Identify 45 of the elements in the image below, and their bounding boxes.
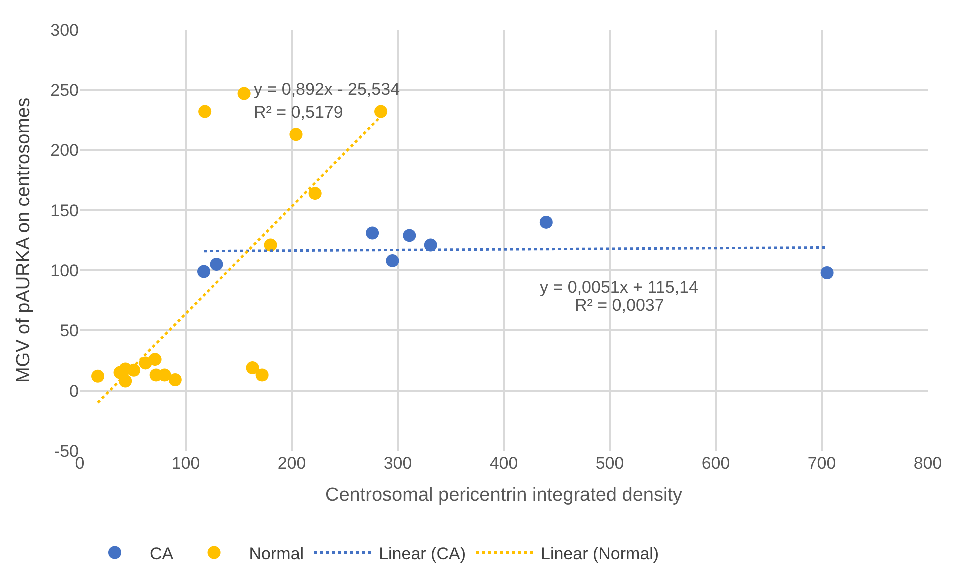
x-tick-label: 500	[596, 454, 624, 473]
y-tick-label: 200	[50, 141, 79, 160]
x-axis-title: Centrosomal pericentrin integrated density	[326, 484, 683, 506]
point	[424, 238, 438, 252]
point	[168, 374, 182, 387]
point	[290, 128, 303, 142]
point	[366, 226, 380, 240]
legend-label: Linear (CA)	[379, 544, 466, 564]
y-tick-label: 50	[60, 322, 79, 341]
point	[128, 364, 141, 377]
annotation: y = 0,0051x + 115,14	[540, 278, 698, 297]
annotation: R² = 0,0037	[575, 296, 664, 315]
y-tick-label: 100	[50, 262, 79, 281]
point	[198, 265, 211, 278]
x-tick-label: 400	[490, 454, 518, 473]
point	[308, 187, 322, 200]
x-tick-label: 700	[808, 454, 836, 473]
point	[540, 216, 553, 229]
point	[403, 229, 416, 242]
point	[246, 362, 260, 374]
y-tick-label: 300	[50, 20, 79, 40]
y-axis-title: MGV of pAURKA on centrosomes	[13, 98, 34, 384]
annotation: R² = 0,5179	[254, 103, 344, 122]
point	[210, 258, 224, 272]
legend-label: Linear (Normal)	[540, 544, 660, 564]
legend-label: CA	[150, 544, 174, 564]
point	[264, 238, 278, 252]
y-tick-label: 250	[50, 81, 79, 100]
x-tick-label: 300	[384, 454, 412, 473]
legend-label: Normal	[249, 544, 304, 564]
point	[148, 353, 162, 366]
point	[386, 254, 400, 268]
y-tick-label: 150	[50, 201, 79, 220]
annotation: y = 0,892x - 25,534	[254, 80, 400, 99]
point	[92, 370, 105, 383]
point	[198, 105, 212, 118]
point	[820, 266, 834, 280]
point	[238, 87, 251, 100]
x-tick-label: 800	[914, 454, 942, 473]
x-tick-label: 100	[172, 454, 200, 473]
point	[256, 368, 269, 382]
x-tick-label: 200	[278, 454, 306, 473]
y-tick-label: 0	[70, 382, 79, 401]
point	[374, 105, 388, 118]
x-tick-label: 600	[702, 454, 730, 473]
